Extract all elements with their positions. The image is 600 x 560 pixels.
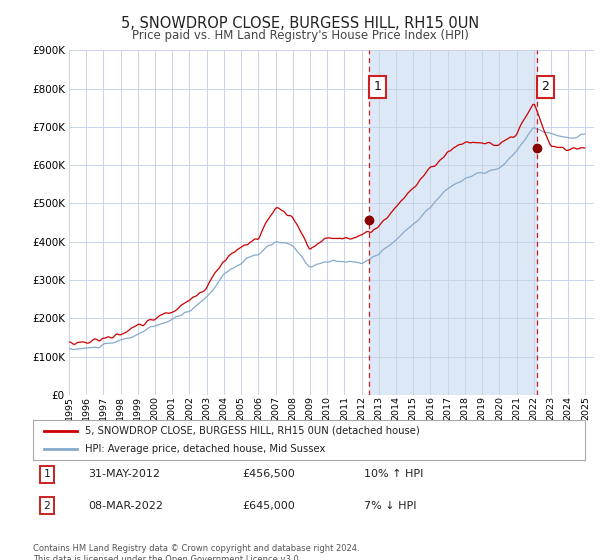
Text: 7% ↓ HPI: 7% ↓ HPI bbox=[364, 501, 416, 511]
Text: 2: 2 bbox=[43, 501, 50, 511]
Text: 5, SNOWDROP CLOSE, BURGESS HILL, RH15 0UN: 5, SNOWDROP CLOSE, BURGESS HILL, RH15 0U… bbox=[121, 16, 479, 31]
Text: £456,500: £456,500 bbox=[243, 469, 296, 479]
Text: 5, SNOWDROP CLOSE, BURGESS HILL, RH15 0UN (detached house): 5, SNOWDROP CLOSE, BURGESS HILL, RH15 0U… bbox=[85, 426, 420, 436]
Text: 1: 1 bbox=[374, 80, 382, 94]
Text: 08-MAR-2022: 08-MAR-2022 bbox=[88, 501, 163, 511]
Text: 10% ↑ HPI: 10% ↑ HPI bbox=[364, 469, 424, 479]
Text: Price paid vs. HM Land Registry's House Price Index (HPI): Price paid vs. HM Land Registry's House … bbox=[131, 29, 469, 42]
Text: 2: 2 bbox=[542, 80, 550, 94]
Text: HPI: Average price, detached house, Mid Sussex: HPI: Average price, detached house, Mid … bbox=[85, 445, 326, 454]
Text: 31-MAY-2012: 31-MAY-2012 bbox=[88, 469, 160, 479]
Text: £645,000: £645,000 bbox=[243, 501, 296, 511]
Text: 1: 1 bbox=[43, 469, 50, 479]
Bar bbox=[369, 50, 537, 395]
Text: Contains HM Land Registry data © Crown copyright and database right 2024.
This d: Contains HM Land Registry data © Crown c… bbox=[33, 544, 359, 560]
